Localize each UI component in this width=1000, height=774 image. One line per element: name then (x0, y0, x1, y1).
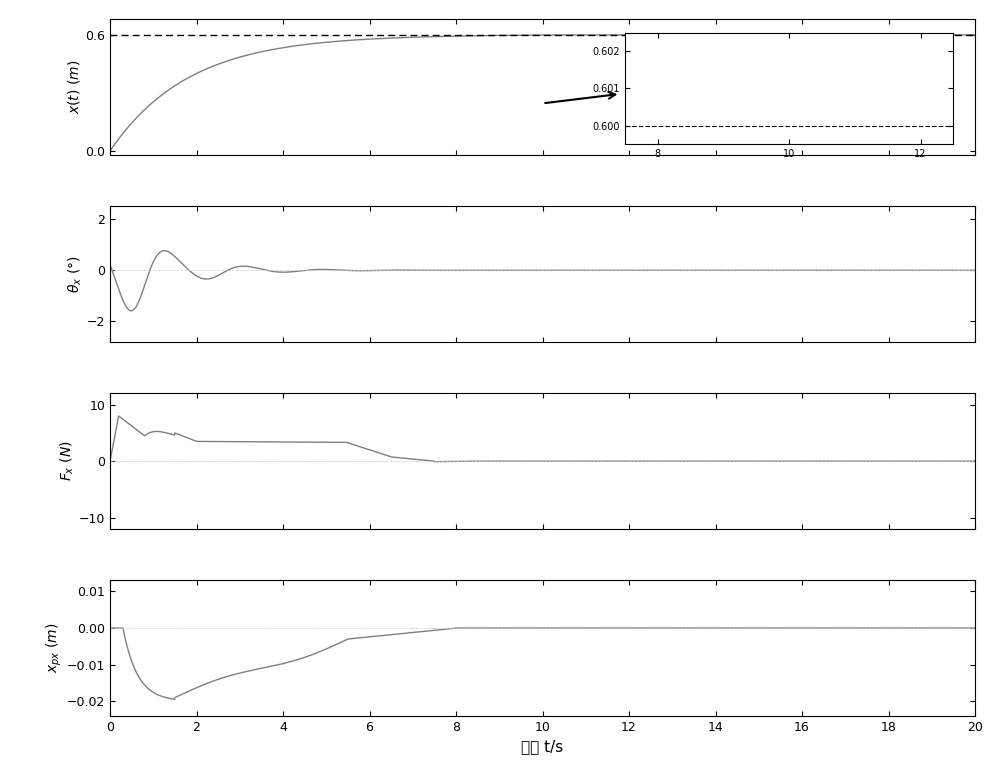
Y-axis label: $x_{px}\ (m)$: $x_{px}\ (m)$ (45, 623, 64, 673)
Y-axis label: $\theta_x\ (°)$: $\theta_x\ (°)$ (67, 255, 84, 293)
Y-axis label: $F_x\ (N)$: $F_x\ (N)$ (59, 441, 76, 481)
X-axis label: 时间 t/s: 时间 t/s (521, 739, 564, 755)
Y-axis label: $x(t)\ (m)$: $x(t)\ (m)$ (66, 60, 82, 115)
